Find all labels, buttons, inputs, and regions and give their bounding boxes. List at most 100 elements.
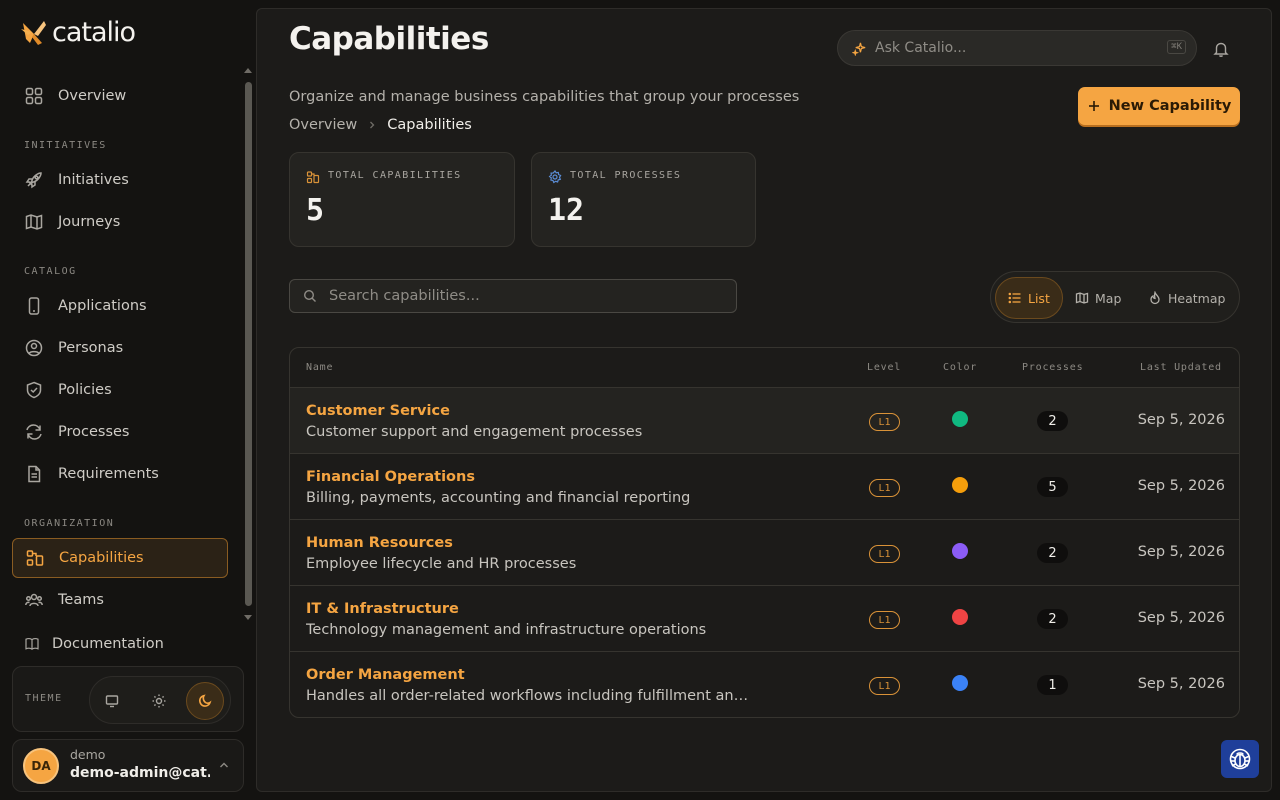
- stat-value: 12: [548, 193, 585, 228]
- users-icon: [25, 593, 43, 607]
- process-count-badge: 1: [1037, 675, 1068, 695]
- moon-icon: [199, 694, 212, 707]
- last-updated: Sep 5, 2026: [1137, 544, 1225, 560]
- shortcut-badge: ⌘K: [1167, 40, 1186, 54]
- new-capability-button[interactable]: New Capability: [1078, 87, 1240, 125]
- level-badge: L1: [869, 545, 900, 563]
- capability-description: Employee lifecycle and HR processes: [306, 556, 577, 572]
- color-swatch: [952, 411, 968, 427]
- breadcrumb-overview-link[interactable]: Overview: [289, 117, 358, 133]
- sidebar-item-processes[interactable]: Processes: [12, 412, 228, 452]
- table-row[interactable]: IT & Infrastructure Technology managemen…: [290, 585, 1239, 651]
- scroll-down-arrow-icon[interactable]: [244, 615, 252, 620]
- sidebar-item-initiatives[interactable]: Initiatives: [12, 160, 228, 200]
- view-list-button[interactable]: List: [995, 277, 1063, 319]
- sidebar-item-teams[interactable]: Teams: [12, 580, 228, 620]
- scroll-up-arrow-icon[interactable]: [244, 68, 252, 73]
- section-label-catalog: CATALOG: [24, 266, 77, 277]
- capability-name-link[interactable]: Customer Service: [306, 403, 450, 419]
- user-circle-icon: [25, 339, 43, 357]
- capability-name-link[interactable]: IT & Infrastructure: [306, 601, 459, 617]
- theme-system-button[interactable]: [93, 682, 131, 720]
- breadcrumb: Overview Capabilities: [289, 117, 472, 133]
- map-icon: [25, 214, 43, 230]
- breadcrumb-current: Capabilities: [387, 117, 472, 133]
- new-capability-label: New Capability: [1108, 98, 1232, 114]
- theme-switcher: THEME: [12, 666, 244, 732]
- rocket-icon: [25, 172, 42, 189]
- process-count-badge: 5: [1037, 477, 1068, 497]
- sidebar-item-applications[interactable]: Applications: [12, 286, 228, 326]
- sun-icon: [152, 694, 166, 708]
- theme-toggle-group: [89, 676, 231, 724]
- capability-name-link[interactable]: Order Management: [306, 667, 465, 683]
- list-icon: [1008, 292, 1021, 304]
- page-title: Capabilities: [289, 21, 489, 57]
- level-badge: L1: [869, 611, 900, 629]
- ask-placeholder: Ask Catalio...: [875, 40, 967, 56]
- table-row[interactable]: Financial Operations Billing, payments, …: [290, 453, 1239, 519]
- stat-label: TOTAL PROCESSES: [570, 170, 682, 181]
- stat-card-total-capabilities: TOTAL CAPABILITIES 5: [289, 152, 515, 247]
- sidebar-item-overview[interactable]: Overview: [12, 76, 228, 116]
- capabilities-icon: [306, 171, 320, 184]
- shield-check-icon: [26, 381, 42, 399]
- bell-icon: [1213, 42, 1229, 57]
- sidebar-item-journeys[interactable]: Journeys: [12, 202, 228, 242]
- column-header-last-updated[interactable]: Last Updated: [1140, 362, 1222, 373]
- capabilities-icon: [26, 550, 44, 566]
- table-row[interactable]: Human Resources Employee lifecycle and H…: [290, 519, 1239, 585]
- user-menu[interactable]: DA demo demo-admin@cat...: [12, 739, 244, 792]
- table-row[interactable]: Customer Service Customer support and en…: [290, 387, 1239, 453]
- capability-name-link[interactable]: Human Resources: [306, 535, 453, 551]
- last-updated: Sep 5, 2026: [1137, 412, 1225, 428]
- chevron-up-icon: [220, 762, 228, 768]
- capability-description: Handles all order-related workflows incl…: [306, 688, 752, 704]
- report-bug-button[interactable]: [1221, 740, 1259, 778]
- view-heatmap-button[interactable]: Heatmap: [1136, 277, 1237, 319]
- sidebar-item-policies[interactable]: Policies: [12, 370, 228, 410]
- stat-label: TOTAL CAPABILITIES: [328, 170, 462, 181]
- ask-catalio-input[interactable]: Ask Catalio... ⌘K: [837, 30, 1197, 66]
- view-toggle: List Map Heatmap: [990, 271, 1240, 323]
- last-updated: Sep 5, 2026: [1137, 610, 1225, 626]
- sidebar-item-documentation[interactable]: Documentation: [12, 624, 228, 664]
- capabilities-table: Name Level Color Processes Last Updated …: [289, 347, 1240, 718]
- capability-description: Technology management and infrastructure…: [306, 622, 707, 638]
- theme-dark-button[interactable]: [186, 682, 224, 720]
- section-label-organization: ORGANIZATION: [24, 518, 115, 529]
- column-header-name[interactable]: Name: [306, 362, 334, 373]
- process-count-badge: 2: [1037, 609, 1068, 629]
- sidebar-item-capabilities[interactable]: Capabilities: [12, 538, 228, 578]
- catalio-logo[interactable]: catalio: [20, 16, 136, 48]
- book-icon: [25, 638, 39, 650]
- sidebar-item-label: Journeys: [58, 214, 121, 230]
- map-icon: [1075, 292, 1089, 304]
- sparkles-icon: [852, 42, 866, 56]
- table-row[interactable]: Order Management Handles all order-relat…: [290, 651, 1239, 717]
- theme-light-button[interactable]: [140, 682, 178, 720]
- logo-text: catalio: [52, 16, 136, 48]
- process-count-badge: 2: [1037, 543, 1068, 563]
- stat-card-total-processes: TOTAL PROCESSES 12: [531, 152, 756, 247]
- column-header-processes[interactable]: Processes: [1022, 362, 1084, 373]
- level-badge: L1: [869, 413, 900, 431]
- plus-icon: [1088, 101, 1099, 111]
- sidebar-item-requirements[interactable]: Requirements: [12, 454, 228, 494]
- sidebar-item-personas[interactable]: Personas: [12, 328, 228, 368]
- capability-name-link[interactable]: Financial Operations: [306, 469, 475, 485]
- view-map-label: Map: [1095, 290, 1122, 306]
- column-header-color[interactable]: Color: [943, 362, 978, 373]
- level-badge: L1: [869, 677, 900, 695]
- column-header-level[interactable]: Level: [867, 362, 902, 373]
- color-swatch: [952, 609, 968, 625]
- search-capabilities-input[interactable]: Search capabilities...: [289, 279, 737, 313]
- grid-icon: [25, 87, 43, 105]
- logo-mark-icon: [21, 21, 46, 45]
- sidebar-scrollbar[interactable]: [245, 82, 252, 606]
- last-updated: Sep 5, 2026: [1137, 676, 1225, 692]
- avatar: DA: [23, 748, 59, 784]
- view-map-button[interactable]: Map: [1063, 277, 1133, 319]
- user-email: demo-admin@cat...: [70, 765, 210, 781]
- notifications-button[interactable]: [1212, 40, 1230, 58]
